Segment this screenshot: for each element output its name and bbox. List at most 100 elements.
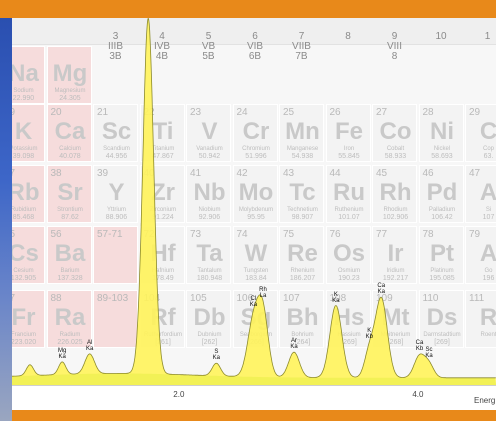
- element-cell: 45 Rh Rhodium 102.906: [372, 165, 417, 223]
- element-cell: 42 Mo Molybdenum 95.95: [232, 165, 278, 223]
- element-cell: 25 Mn Manganese 54.938: [279, 104, 324, 162]
- element-num: 105: [190, 293, 207, 304]
- peak-label-line: K: [367, 327, 372, 334]
- group-label: 6: [252, 31, 258, 42]
- spectrum-area: [12, 18, 496, 385]
- element-name: Tungsten: [243, 268, 269, 274]
- group-label: IIIB: [107, 41, 123, 52]
- element-name: Dubnium: [197, 332, 222, 338]
- element-num: 74: [236, 229, 248, 240]
- element-mass: 47.867: [152, 153, 174, 160]
- element-name: Nickel: [433, 146, 451, 152]
- element-sym: A: [479, 179, 496, 206]
- element-name: Potassium: [12, 146, 38, 152]
- element-name: Si: [485, 207, 492, 213]
- element-mass: 102.906: [382, 214, 409, 221]
- element-name: Tantalum: [197, 268, 222, 274]
- group-label: 10: [435, 31, 447, 42]
- element-name: Technetium: [287, 207, 318, 213]
- peak-label: Sc Ka: [417, 347, 441, 359]
- element-name: Roent: [480, 332, 496, 338]
- element-mass: 50.942: [198, 153, 221, 160]
- peak-label-line: La: [259, 292, 267, 299]
- element-cell: 77 Ir Iridium 192.217: [372, 226, 417, 284]
- element-name: Radium: [59, 332, 81, 338]
- element-cell: 28 Ni Nickel 58.693: [418, 104, 464, 162]
- element-mass: 22.990: [12, 95, 35, 102]
- element-num: 44: [329, 168, 341, 179]
- element-mass: 223.020: [12, 339, 37, 346]
- element-sym: Ds: [426, 304, 458, 331]
- element-mass: 63.: [483, 153, 494, 160]
- element-name: Calcium: [59, 146, 81, 152]
- element-mass: 107: [482, 214, 495, 221]
- element-sym: Db: [193, 304, 226, 331]
- element-cell: 41 Nb Niobium 92.906: [186, 165, 231, 223]
- element-sym: Nb: [193, 179, 226, 206]
- element-name: Yttrium: [106, 207, 126, 213]
- element-sym: Fr: [12, 304, 36, 331]
- element-mass: [261]: [155, 339, 171, 346]
- element-mass: 58.693: [431, 153, 453, 160]
- element-name: Hafnium: [151, 268, 175, 274]
- element-num: 41: [190, 168, 202, 179]
- element-num: 78: [422, 229, 434, 240]
- peak-label-line: Ka: [377, 289, 385, 296]
- element-mass: 85.468: [12, 214, 35, 221]
- element-mass: 180.948: [196, 275, 223, 282]
- element-num: 77: [376, 229, 388, 240]
- element-num: 27: [376, 107, 388, 118]
- element-name: Osmium: [337, 268, 361, 274]
- element-name: Molybdenum: [238, 207, 274, 213]
- element-name: Hassium: [337, 332, 361, 338]
- peak-label: K Ka: [324, 292, 348, 304]
- element-mass: 186.207: [289, 275, 316, 282]
- element-sym: W: [244, 240, 268, 267]
- element-sym: Re: [287, 240, 318, 267]
- element-mass: 190.23: [338, 275, 360, 282]
- group-label: 8: [391, 51, 398, 62]
- element-mass: 101.07: [338, 214, 360, 221]
- element-cell: 29 C Cop 63.: [465, 104, 496, 162]
- left-blue-strip: [0, 18, 12, 421]
- element-cell: 78 Pt Platinum 195.085: [418, 226, 464, 284]
- element-cell: 56 Ba Barium 137.328: [46, 226, 92, 284]
- peak-label-line: Kb: [415, 346, 424, 353]
- element-cell: 38 Sr Strontium 87.62: [46, 165, 92, 223]
- periodic-table-background: NaSodium22.990MgMagnesium24.30519KPotass…: [12, 18, 496, 410]
- element-sym: Tc: [289, 179, 316, 206]
- group-label: VIII: [386, 41, 402, 52]
- element-cell: 55CsCesium132.905: [12, 226, 45, 284]
- element-num: 88: [50, 293, 62, 304]
- element-mass: 51.996: [245, 153, 267, 160]
- element-num: 107: [283, 293, 300, 304]
- peak-label-line: Ca: [415, 340, 424, 347]
- element-name: Rutherfordium: [143, 332, 182, 338]
- element-num: 28: [422, 107, 434, 118]
- element-sym: A: [479, 240, 496, 267]
- element-sym: Y: [108, 179, 125, 206]
- element-sym: Mg: [52, 60, 88, 87]
- element-num: 56: [50, 229, 62, 240]
- element-cell: 105 Db Dubnium [262]: [186, 290, 231, 348]
- element-mass: 183.84: [245, 275, 267, 282]
- element-cell: Mg Magnesium 24.305: [46, 46, 92, 104]
- peak-label-line: Kb: [365, 333, 373, 340]
- element-mass: 39.098: [12, 153, 35, 160]
- element-cell: 44 Ru Ruthenium 101.07: [325, 165, 371, 223]
- element-num: 37: [12, 168, 16, 179]
- element-sym: Ba: [54, 240, 86, 267]
- group-label: 3: [112, 31, 119, 42]
- element-cell: 87FrFrancium223.020: [12, 290, 45, 348]
- group-label: VIB: [246, 41, 264, 52]
- element-cell: 20 Ca Calcium 40.078: [46, 104, 92, 162]
- element-num: 19: [12, 107, 16, 118]
- element-mass: 137.328: [57, 275, 83, 282]
- element-sym: Cr: [242, 118, 270, 145]
- element-name: Sodium: [13, 88, 34, 94]
- element-name: Bohrium: [291, 332, 314, 338]
- element-mass: 196: [482, 275, 495, 282]
- element-cell: 74 W Tungsten 183.84: [232, 226, 278, 284]
- element-name: Vanadium: [196, 146, 223, 152]
- element-cell: 19KPotassium39.098: [12, 104, 45, 162]
